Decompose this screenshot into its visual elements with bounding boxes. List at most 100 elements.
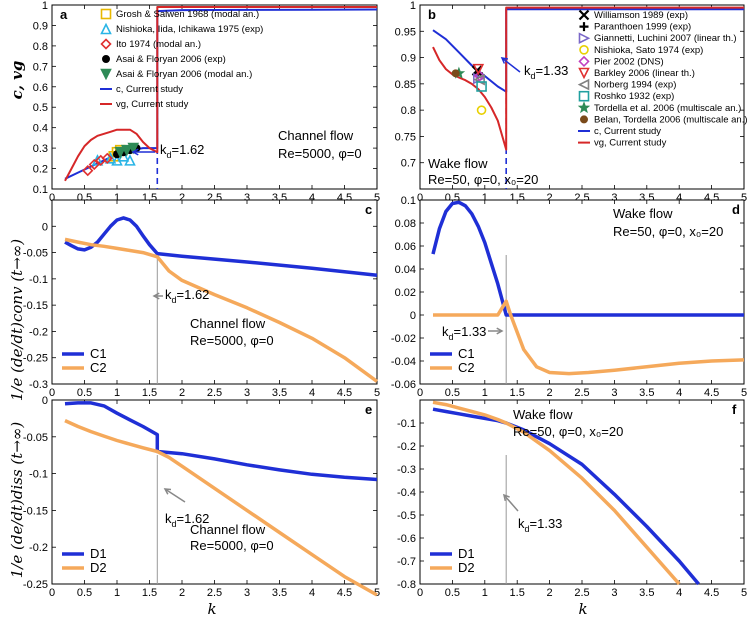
kd-arrowhead-c <box>152 292 160 300</box>
xlabel-right: k <box>578 600 587 618</box>
plot-frame-e <box>51 399 378 585</box>
x-tick-label-d: 2.5 <box>574 387 589 399</box>
x-tick-label-f: 4 <box>676 587 682 599</box>
x-tick-label-f: 2.5 <box>574 587 589 599</box>
legend-marker-b <box>577 101 591 114</box>
x-tick-label-c: 0 <box>49 387 55 399</box>
kd-arrow-e <box>164 488 186 503</box>
flow-params-f: Re=50, φ=0, x₀=20 <box>513 424 623 439</box>
kd-label-f: kd=1.33 <box>518 516 562 534</box>
legend-entry-c: C1 <box>90 346 107 361</box>
flow-title-e: Channel flow <box>190 522 266 537</box>
series-line-c-c2 <box>64 237 379 383</box>
x-tick-label-e: 4.5 <box>337 587 352 599</box>
flow-params-a: Re=5000, φ=0 <box>278 146 362 161</box>
y-tick-label-e: -0.05 <box>23 432 48 444</box>
panel-label-a: a <box>60 7 68 22</box>
x-tick-label-c: 1 <box>114 387 120 399</box>
panel-label-d: d <box>732 202 740 217</box>
y-tick-label-a: 0.5 <box>33 102 48 114</box>
legend-marker-a <box>100 38 112 50</box>
y-tick-label-a: 0.2 <box>33 164 48 176</box>
legend-entry-a: Asai & Floryan 2006 (exp) <box>116 54 226 65</box>
panel-label-f: f <box>732 402 737 417</box>
x-tick-label-f: 1 <box>482 587 488 599</box>
x-tick-label-d: 1 <box>482 387 488 399</box>
y-tick-label-e: -0.2 <box>29 542 48 554</box>
x-tick-label-a: 5 <box>374 192 380 204</box>
x-tick-label-e: 1 <box>114 587 120 599</box>
y-tick-label-e: -0.25 <box>23 579 48 591</box>
x-tick-label-e: 3.5 <box>272 587 287 599</box>
flow-title-d: Wake flow <box>613 206 673 221</box>
flow-title-b: Wake flow <box>428 156 488 171</box>
legend-entry-a: vg, Current study <box>116 99 189 110</box>
kd-arrow-b <box>501 57 521 73</box>
x-tick-label-c: 3 <box>244 387 250 399</box>
legend-entry-c: C2 <box>90 360 107 375</box>
data-marker-a <box>114 146 127 159</box>
y-tick-label-c: -0.1 <box>29 274 48 286</box>
data-marker-a <box>124 154 136 166</box>
kd-arrowhead-b <box>500 57 509 64</box>
legend-entry-b: Belan, Tordella 2006 (multiscale an.) <box>594 114 747 125</box>
legend-marker-b <box>578 32 591 44</box>
series-line-e-d2 <box>64 419 378 597</box>
x-tick-label-c: 2 <box>179 387 185 399</box>
y-tick-label-f: -0.6 <box>397 533 416 545</box>
y-tick-label-d: 0.08 <box>395 218 416 230</box>
data-marker-b <box>476 105 487 115</box>
legend-marker-b <box>578 90 590 102</box>
x-tick-label-c: 1.5 <box>142 387 157 399</box>
y-tick-label-c: -0.2 <box>29 326 48 338</box>
panel-c: 0 0.5 1 1.5 2 2.5 3 3.5 4 4.5 5 -0.3 -0.25 -0.2 -0.15 -… <box>23 199 380 399</box>
flow-title-c: Channel flow <box>190 316 266 331</box>
x-tick-label-e: 2.5 <box>207 587 222 599</box>
y-tick-label-d: 0.02 <box>395 287 416 299</box>
x-tick-label-d: 1.5 <box>510 387 525 399</box>
x-tick-label-a: 2 <box>179 192 185 204</box>
x-tick-label-e: 3 <box>244 587 250 599</box>
data-marker-b <box>473 70 486 82</box>
flow-title-a: Channel flow <box>278 128 354 143</box>
flow-params-e: Re=5000, φ=0 <box>190 538 274 553</box>
series-line-e-d1 <box>64 401 378 482</box>
y-tick-label-a: 0.8 <box>33 41 48 53</box>
x-tick-label-b: 5 <box>741 192 747 204</box>
x-tick-label-e: 4 <box>309 587 315 599</box>
y-tick-label-a: 1 <box>42 0 48 12</box>
legend-entry-b: vg, Current study <box>594 138 667 149</box>
kd-arrow-f <box>503 494 519 512</box>
y-tick-label-c: -0.25 <box>23 353 48 365</box>
x-tick-label-b: 1 <box>482 192 488 204</box>
legend-entry-d: C1 <box>458 346 475 361</box>
x-tick-label-d: 4.5 <box>704 387 719 399</box>
flow-params-c: Re=5000, φ=0 <box>190 333 274 348</box>
legend-marker-b <box>578 67 590 80</box>
panel-label-b: b <box>428 7 436 22</box>
panel-label-e: e <box>365 402 372 417</box>
series-line-c-c1 <box>64 216 378 277</box>
legend-marker-a <box>100 8 112 20</box>
data-marker-b <box>451 69 460 78</box>
x-tick-label-d: 2 <box>547 387 553 399</box>
x-tick-label-e: 2 <box>179 587 185 599</box>
kd-label-c: kd=1.62 <box>165 287 209 305</box>
legend-entry-a: Nishioka, Iida, Ichikawa 1975 (exp) <box>116 24 263 35</box>
kd-arrowhead-e <box>163 488 172 495</box>
series-line-b-vg <box>432 6 744 151</box>
y-tick-label-b: 0.9 <box>401 53 416 65</box>
y-tick-label-f: -0.7 <box>397 556 416 568</box>
y-tick-label-b: 0.7 <box>401 158 416 170</box>
series-line-d-c2 <box>433 299 745 376</box>
x-tick-label-c: 3.5 <box>272 387 287 399</box>
ylabel-c: 1/e (de/dt)conv (t→∞) <box>8 239 26 401</box>
x-tick-label-e: 0.5 <box>77 587 92 599</box>
y-tick-label-d: 0.1 <box>401 195 416 207</box>
legend-entry-b: Giannetti, Luchini 2007 (linear th.) <box>594 33 737 44</box>
x-tick-label-f: 5 <box>741 587 747 599</box>
x-tick-label-d: 4 <box>676 387 682 399</box>
legend-entry-b: Paranthoen 1999 (exp) <box>594 22 691 33</box>
panel-b: 0 0.5 1 1.5 2 2.5 3 3.5 4 4.5 50.70.750.80.850.90.… <box>395 0 747 204</box>
legend-entry-b: Pier 2002 (DNS) <box>594 56 664 67</box>
